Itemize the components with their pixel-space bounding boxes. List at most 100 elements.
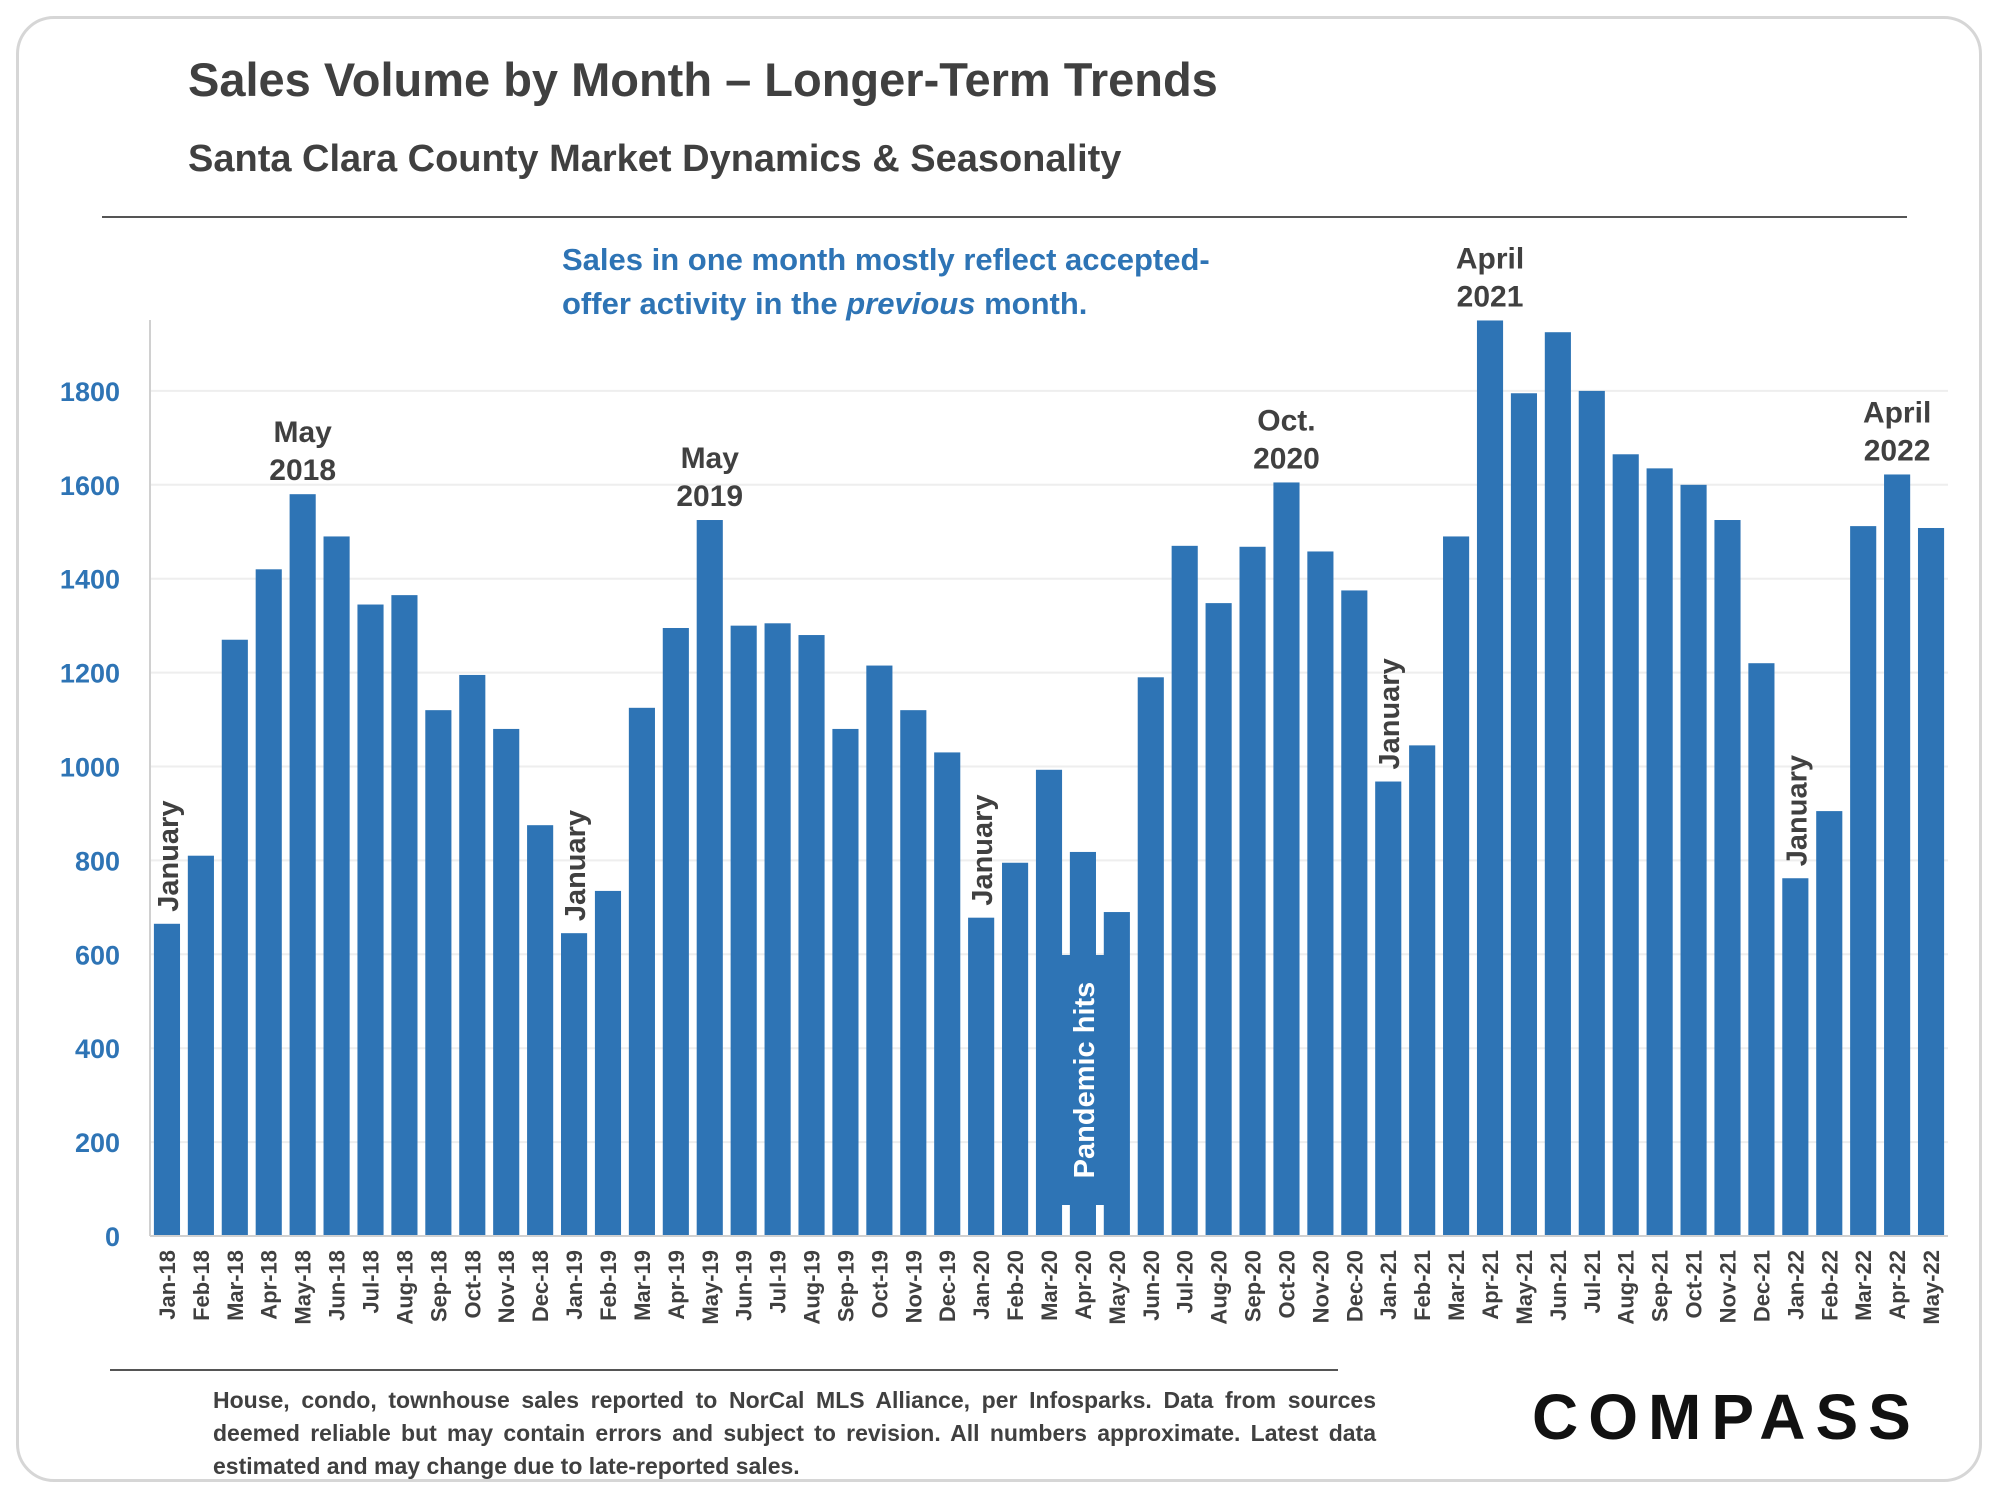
bar <box>1443 536 1470 1236</box>
bar <box>1884 474 1911 1236</box>
bar <box>1510 393 1538 1236</box>
bar <box>1239 546 1266 1236</box>
bar <box>1307 551 1334 1236</box>
annotation-label: 2018 <box>269 454 336 487</box>
x-tick-label: Aug-19 <box>800 1250 825 1325</box>
annotations: January May 2018 January May 2019 January Pande… <box>153 242 1931 1205</box>
bar <box>866 665 893 1236</box>
note-line-2a: offer activity in the <box>562 286 847 321</box>
bar <box>459 674 486 1236</box>
bar <box>1578 390 1605 1236</box>
bar <box>730 625 757 1236</box>
annotation-label: 2021 <box>1457 280 1524 313</box>
x-tick-label: Feb-18 <box>189 1250 214 1321</box>
x-tick-label: Jan-20 <box>969 1250 994 1320</box>
x-tick-label: Apr-18 <box>257 1250 282 1320</box>
x-tick-label: Sep-20 <box>1241 1250 1266 1322</box>
bar <box>696 520 723 1236</box>
compass-logo: COMPASS <box>1532 1381 1921 1453</box>
x-tick-label: Mar-21 <box>1444 1250 1469 1321</box>
pandemic-label-bg <box>1060 955 1105 1205</box>
x-tick-label: Apr-20 <box>1071 1250 1096 1320</box>
footer-divider <box>110 1369 1338 1371</box>
bar <box>1850 526 1877 1236</box>
bar <box>1035 769 1063 1236</box>
bar <box>934 752 961 1236</box>
x-tick-label: Oct-19 <box>867 1250 892 1318</box>
x-tick-label: Jan-18 <box>155 1250 180 1320</box>
y-tick-label: 200 <box>75 1128 120 1158</box>
annotation-label: January <box>1781 755 1813 866</box>
x-tick-label: Mar-20 <box>1037 1250 1062 1321</box>
x-tick-label: Feb-21 <box>1410 1250 1435 1321</box>
bar <box>1748 663 1775 1236</box>
bar <box>323 536 350 1236</box>
x-tick-label: Mar-22 <box>1851 1250 1876 1321</box>
x-tick-label: Nov-20 <box>1308 1250 1333 1323</box>
x-tick-label: Dec-21 <box>1749 1250 1774 1322</box>
x-tick-label: Aug-20 <box>1207 1250 1232 1325</box>
bar <box>968 917 995 1236</box>
bar <box>1917 527 1945 1236</box>
x-tick-label: Feb-20 <box>1003 1250 1028 1321</box>
x-tick-label: Jan-22 <box>1783 1250 1808 1320</box>
x-tick-label: Mar-19 <box>630 1250 655 1321</box>
note-line-1: Sales in one month mostly reflect accept… <box>562 242 1210 277</box>
y-tick-label: 600 <box>75 940 120 970</box>
x-tick-label: May-21 <box>1512 1250 1537 1325</box>
bar <box>1341 590 1368 1236</box>
bar <box>1714 520 1741 1236</box>
y-tick-label: 1600 <box>60 471 120 501</box>
bar <box>1273 482 1300 1236</box>
annotation-label: January <box>967 794 999 905</box>
bar <box>255 569 282 1236</box>
annotation-label: 2020 <box>1253 442 1320 475</box>
x-tick-label: Jun-19 <box>732 1250 757 1321</box>
bar <box>1544 332 1571 1236</box>
bar <box>764 623 791 1236</box>
chart-note: Sales in one month mostly reflect accept… <box>562 238 1242 326</box>
x-tick-label: Jun-20 <box>1139 1250 1164 1321</box>
bar <box>1205 603 1232 1236</box>
note-line-2b: month. <box>975 286 1088 321</box>
bar <box>153 923 181 1236</box>
bar <box>1646 468 1673 1236</box>
x-tick-label: Aug-18 <box>392 1250 417 1325</box>
annotation-label: January <box>560 810 592 921</box>
y-tick-label: 1400 <box>60 565 120 595</box>
x-tick-label: Oct-21 <box>1682 1250 1707 1318</box>
x-tick-label: Apr-22 <box>1885 1250 1910 1320</box>
x-tick-label: Jul-19 <box>766 1250 791 1314</box>
x-tick-label: Jul-20 <box>1173 1250 1198 1314</box>
bar <box>1782 878 1809 1236</box>
bar <box>1375 781 1402 1236</box>
bar <box>560 933 588 1236</box>
source-footnote: House, condo, townhouse sales reported t… <box>213 1387 1376 1479</box>
y-tick-label: 800 <box>75 846 120 876</box>
bar <box>493 728 520 1236</box>
annotation-label: May <box>273 416 332 449</box>
x-tick-label: Dec-19 <box>935 1250 960 1322</box>
x-tick-label: Dec-18 <box>528 1250 553 1322</box>
annotation-label: April <box>1456 242 1524 275</box>
bar <box>1680 484 1707 1236</box>
x-tick-label: Nov-19 <box>901 1250 926 1323</box>
annotation-label: Oct. <box>1257 404 1315 437</box>
x-tick-label: Apr-21 <box>1478 1250 1503 1320</box>
axes: 0 200 400 600 800 1000 1200 1400 1600 1800 Jan-18 F… <box>60 320 1948 1325</box>
y-tick-label: 0 <box>105 1222 120 1252</box>
bar <box>900 710 927 1236</box>
bars <box>153 320 1945 1237</box>
bar <box>425 710 452 1236</box>
x-tick-label: May-19 <box>698 1250 723 1325</box>
y-tick-label: 1800 <box>60 377 120 407</box>
x-tick-label: Jun-18 <box>325 1250 350 1321</box>
bar <box>1612 454 1639 1237</box>
annotation-label: January <box>1374 658 1406 769</box>
x-tick-label: May-18 <box>291 1250 316 1325</box>
x-tick-label: Nov-18 <box>494 1250 519 1323</box>
header-divider <box>102 216 1907 218</box>
annotation-label: January <box>153 801 185 912</box>
x-tick-label: Jan-19 <box>562 1250 587 1320</box>
